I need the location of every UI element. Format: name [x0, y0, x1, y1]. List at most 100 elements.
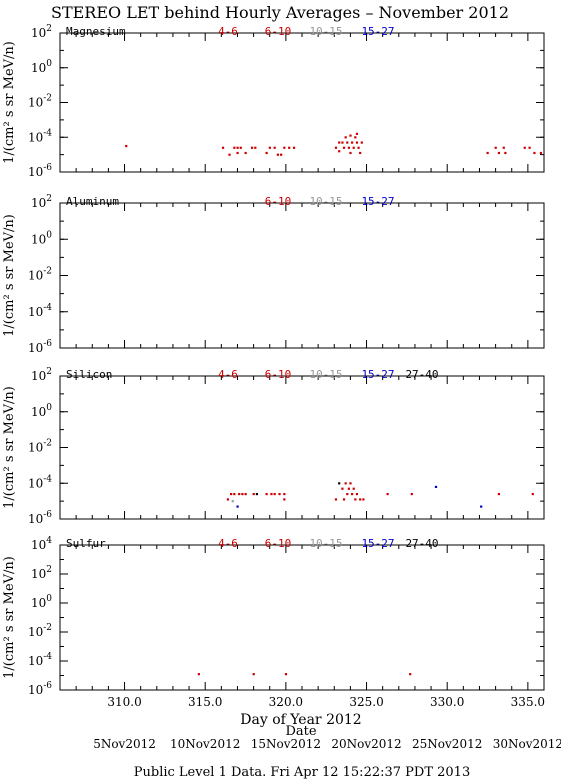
data-point [352, 146, 355, 149]
data-point [255, 492, 259, 496]
panel-frame [59, 32, 545, 173]
legend-item: 6-10 [265, 537, 292, 550]
data-point [494, 146, 497, 149]
data-point [244, 151, 247, 155]
data-point [349, 151, 352, 155]
data-point [265, 492, 268, 496]
data-point [360, 141, 363, 144]
element-name: Magnesium [66, 25, 126, 38]
data-point [226, 498, 229, 501]
panel-frame [59, 544, 545, 691]
y-tick-label: 102 [31, 194, 52, 210]
legend-item: 6-10 [265, 195, 292, 208]
data-point [504, 151, 507, 155]
data-point [283, 146, 286, 149]
data-point [344, 136, 347, 139]
data-point [531, 492, 534, 496]
data-point [238, 492, 241, 496]
legend-item: 10-15 [309, 25, 342, 38]
data-point [252, 673, 255, 676]
data-point [125, 144, 128, 148]
data-point [349, 482, 352, 485]
legend-item: 6-10 [265, 368, 292, 381]
data-point [254, 146, 257, 149]
data-point [409, 673, 412, 676]
data-point [347, 487, 350, 490]
legend-item: 6-10 [265, 25, 292, 38]
data-point [231, 500, 234, 503]
data-point [233, 146, 236, 149]
date-tick-label: 15Nov2012 [251, 737, 321, 751]
date-tick-label: 30Nov2012 [493, 737, 561, 751]
data-point [278, 492, 281, 496]
data-point [352, 487, 355, 490]
y-tick-label: 10-6 [28, 163, 52, 179]
y-tick-label: 10-6 [28, 510, 52, 526]
data-point [528, 146, 531, 149]
data-point [344, 482, 347, 485]
legend-item: 4-6 [218, 368, 238, 381]
data-point [342, 146, 346, 149]
legend-item: 27-40 [405, 537, 438, 550]
y-tick-label: 10-6 [28, 681, 52, 697]
panel-silicon: 10-6 10-4 10-2 100 102 1/(cm² s sr MeV/n) Sili… [2, 367, 545, 526]
data-point [346, 492, 349, 496]
data-point [354, 498, 357, 501]
y-tick-label: 10-6 [28, 339, 52, 355]
data-point [283, 498, 286, 501]
x-tick-label: 330.0 [430, 695, 464, 709]
y-tick-label: 10-4 [28, 652, 52, 668]
data-point [355, 132, 359, 135]
data-point [386, 492, 389, 496]
x-axis: 310.0 315.0 320.0 325.0 330.0 335.0 [107, 695, 545, 709]
y-axis-label: 1/(cm² s sr MeV/n) [2, 41, 17, 164]
date-axis: 5Nov2012 10Nov2012 15Nov2012 20Nov2012 25Nov… [93, 737, 561, 751]
data-point [434, 485, 438, 489]
data-point [338, 482, 341, 485]
legend-item: 15-27 [361, 195, 394, 208]
data-point [268, 146, 271, 149]
data-point [341, 141, 344, 144]
legend-item: 10-15 [309, 195, 342, 208]
y-tick-label: 100 [31, 230, 52, 246]
data-point [276, 153, 279, 156]
y-axis-label: 1/(cm² s sr MeV/n) [2, 386, 17, 509]
data-point [480, 505, 483, 508]
data-point [221, 146, 225, 149]
y-axis-label: 1/(cm² s sr MeV/n) [2, 556, 17, 679]
data-point [292, 146, 296, 149]
data-point [355, 141, 359, 144]
footer-text: Public Level 1 Data. Fri Apr 12 15:22:37… [134, 765, 470, 780]
element-name: Silicon [66, 368, 112, 381]
legend-item: 15-27 [361, 25, 394, 38]
data-point [539, 151, 542, 155]
data-point [236, 151, 239, 155]
data-point [347, 146, 350, 149]
legend-item: 27-40 [405, 368, 438, 381]
data-point [351, 492, 354, 496]
data-point [341, 487, 344, 490]
legend-item: 10-15 [309, 537, 342, 550]
data-point [244, 492, 247, 496]
data-point [273, 492, 276, 496]
x-tick-label: 315.0 [188, 695, 222, 709]
data-point [497, 492, 501, 496]
y-tick-label: 10-2 [28, 439, 52, 455]
data-point [239, 146, 242, 149]
data-point [233, 492, 236, 496]
data-point [410, 492, 413, 496]
date-tick-label: 25Nov2012 [412, 737, 482, 751]
panels-group: 10-6 10-4 10-2 100 102 1/(cm² s sr MeV/n) Magn… [2, 24, 545, 697]
legend-item: 15-27 [361, 368, 394, 381]
x-axis-label: Day of Year 2012 [240, 712, 361, 728]
data-point [486, 151, 489, 155]
data-point [355, 492, 359, 496]
y-axis-label: 1/(cm² s sr MeV/n) [2, 214, 17, 337]
y-tick-label: 10-2 [28, 267, 52, 283]
data-point [284, 673, 288, 676]
data-point [334, 498, 338, 501]
data-point [236, 505, 239, 508]
y-tick-label: 102 [31, 24, 52, 40]
data-point [362, 498, 365, 501]
x-tick-label: 335.0 [511, 695, 545, 709]
